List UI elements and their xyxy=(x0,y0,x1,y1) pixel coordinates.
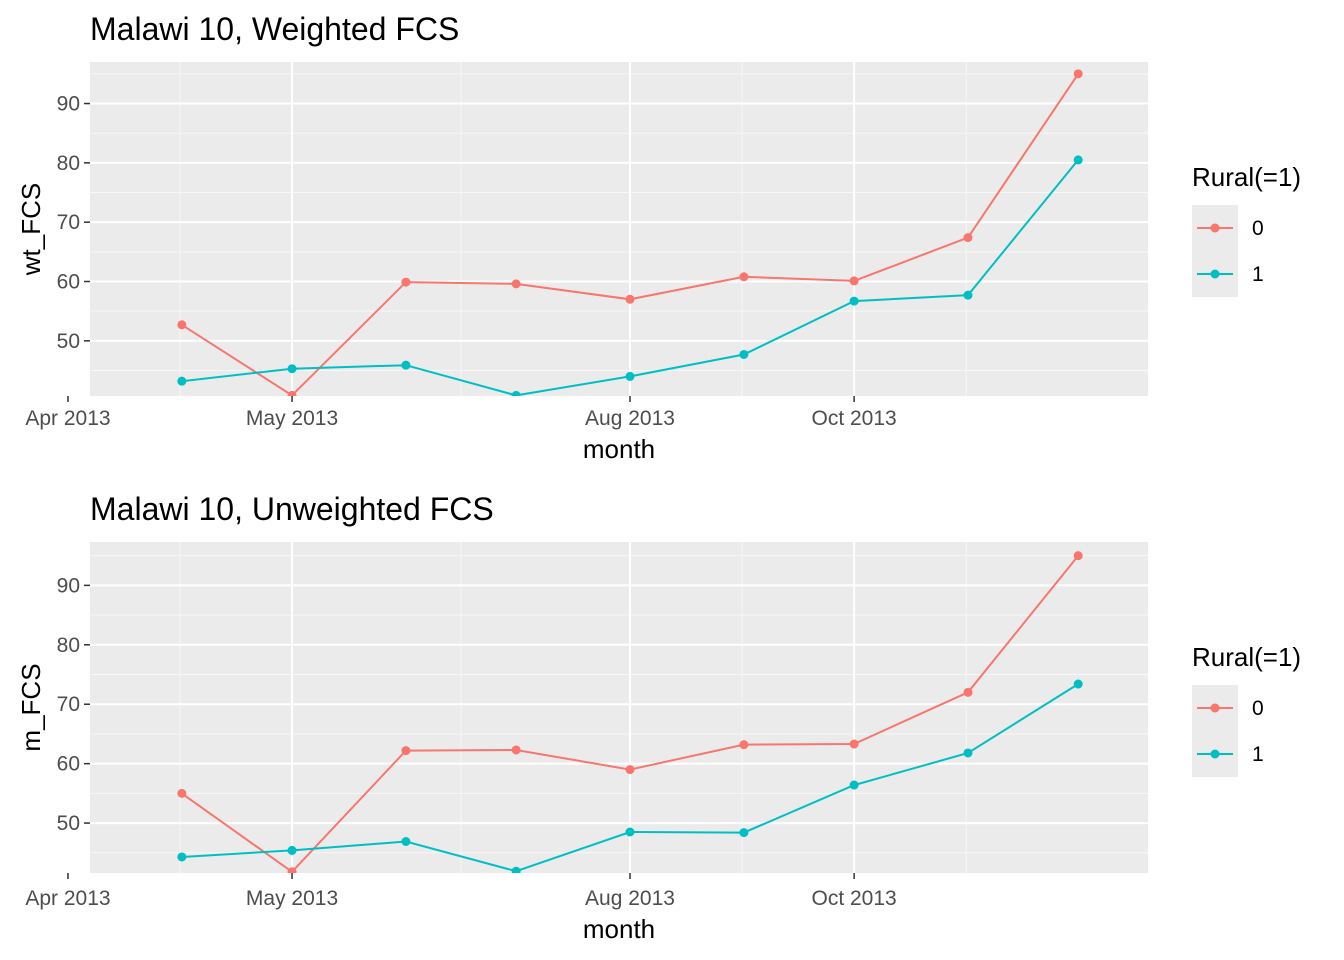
data-point xyxy=(177,376,187,386)
data-point xyxy=(401,277,411,287)
y-tick-label: 90 xyxy=(57,93,80,116)
x-axis-title: month xyxy=(583,914,655,944)
y-tick-label: 60 xyxy=(57,271,80,294)
y-axis-title: m_FCS xyxy=(16,663,46,751)
x-tick-label: Aug 2013 xyxy=(585,407,675,430)
legend-key-point xyxy=(1210,703,1220,713)
data-point xyxy=(849,296,859,306)
data-point xyxy=(963,290,973,300)
data-point xyxy=(177,320,187,330)
data-point xyxy=(625,371,635,381)
data-point xyxy=(1073,69,1083,79)
data-point xyxy=(287,867,297,873)
data-point xyxy=(739,272,749,282)
data-point xyxy=(625,827,635,837)
data-point xyxy=(963,748,973,758)
data-layer xyxy=(177,69,1083,396)
x-axis-title: month xyxy=(583,434,655,464)
x-tick-label: Apr 2013 xyxy=(25,887,110,910)
data-point xyxy=(511,745,521,755)
data-point xyxy=(401,746,411,756)
legend-label: 0 xyxy=(1252,697,1264,720)
legend-title: Rural(=1) xyxy=(1192,642,1301,672)
x-tick-label: May 2013 xyxy=(246,887,338,910)
y-tick-label: 70 xyxy=(57,211,80,234)
data-point xyxy=(625,765,635,775)
data-point xyxy=(511,390,521,396)
plot-panel xyxy=(90,62,1148,396)
data-point xyxy=(849,276,859,286)
data-point xyxy=(1073,155,1083,165)
chart-2: Malawi 10, Unweighted FCS 50 60 70 80 90 Apr 2… xyxy=(16,491,1301,944)
y-tick-label: 80 xyxy=(57,152,80,175)
x-tick-label: May 2013 xyxy=(246,407,338,430)
data-point xyxy=(511,279,521,289)
plot-panel xyxy=(90,542,1148,873)
y-tick-label: 60 xyxy=(57,753,80,776)
y-tick-label: 80 xyxy=(57,634,80,657)
data-point xyxy=(625,294,635,304)
data-point xyxy=(287,364,297,374)
x-tick-label: Aug 2013 xyxy=(585,887,675,910)
data-point xyxy=(401,837,411,847)
data-point xyxy=(1073,679,1083,689)
data-point xyxy=(287,845,297,855)
data-point xyxy=(287,390,297,396)
legend-label: 0 xyxy=(1252,217,1264,240)
data-point xyxy=(739,349,749,359)
y-axis-title: wt_FCS xyxy=(16,183,46,276)
chart-1: Malawi 10, Weighted FCS 50 60 70 80 90 Apr 201… xyxy=(16,11,1301,464)
data-point xyxy=(177,788,187,798)
chart-title: Malawi 10, Unweighted FCS xyxy=(90,491,494,527)
legend-label: 1 xyxy=(1252,263,1264,286)
data-point xyxy=(739,828,749,838)
data-point xyxy=(511,866,521,873)
x-tick-label: Apr 2013 xyxy=(25,407,110,430)
data-point xyxy=(963,687,973,697)
y-tick-label: 90 xyxy=(57,574,80,597)
legend-title: Rural(=1) xyxy=(1192,162,1301,192)
data-layer xyxy=(177,551,1083,873)
legend-key-point xyxy=(1210,749,1220,759)
data-point xyxy=(849,739,859,749)
data-point xyxy=(849,780,859,790)
data-point xyxy=(177,852,187,862)
data-point xyxy=(963,233,973,243)
x-tick-label: Oct 2013 xyxy=(811,887,896,910)
x-tick-label: Oct 2013 xyxy=(811,407,896,430)
legend-label: 1 xyxy=(1252,743,1264,766)
legend-key-point xyxy=(1210,269,1220,279)
data-point xyxy=(1073,551,1083,561)
y-tick-label: 70 xyxy=(57,693,80,716)
legend-key-point xyxy=(1210,223,1220,233)
data-point xyxy=(739,740,749,750)
y-tick-label: 50 xyxy=(57,330,80,353)
y-tick-label: 50 xyxy=(57,812,80,835)
chart-title: Malawi 10, Weighted FCS xyxy=(90,11,459,47)
data-point xyxy=(401,360,411,370)
